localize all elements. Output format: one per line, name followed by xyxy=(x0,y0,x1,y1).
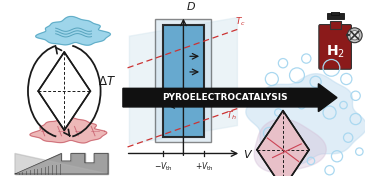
Text: $T_c$: $T_c$ xyxy=(235,15,246,28)
Polygon shape xyxy=(15,153,108,174)
Text: H$_2$: H$_2$ xyxy=(326,44,345,60)
Circle shape xyxy=(347,28,362,43)
Polygon shape xyxy=(15,153,108,174)
Text: $W$: $W$ xyxy=(163,91,179,105)
Polygon shape xyxy=(38,52,90,130)
Polygon shape xyxy=(36,16,110,45)
Bar xyxy=(332,7,339,15)
Circle shape xyxy=(350,31,359,40)
Polygon shape xyxy=(254,119,326,173)
Text: $\Delta T$: $\Delta T$ xyxy=(98,75,116,88)
FancyBboxPatch shape xyxy=(319,25,352,69)
Polygon shape xyxy=(246,74,367,164)
Text: $-V_{\rm th}$: $-V_{\rm th}$ xyxy=(153,161,172,173)
Text: $T_h$: $T_h$ xyxy=(226,110,237,122)
Text: PYROELECTROCATALYSIS: PYROELECTROCATALYSIS xyxy=(163,93,288,102)
Text: $V$: $V$ xyxy=(243,148,253,160)
Text: $+V_{\rm th}$: $+V_{\rm th}$ xyxy=(195,161,213,173)
FancyArrow shape xyxy=(123,84,337,112)
Bar xyxy=(330,21,341,29)
Bar xyxy=(163,25,204,137)
Text: $D$: $D$ xyxy=(186,0,196,12)
Bar xyxy=(327,13,344,18)
Polygon shape xyxy=(257,111,309,176)
Polygon shape xyxy=(30,116,107,143)
Polygon shape xyxy=(129,18,237,144)
Bar xyxy=(155,19,211,142)
